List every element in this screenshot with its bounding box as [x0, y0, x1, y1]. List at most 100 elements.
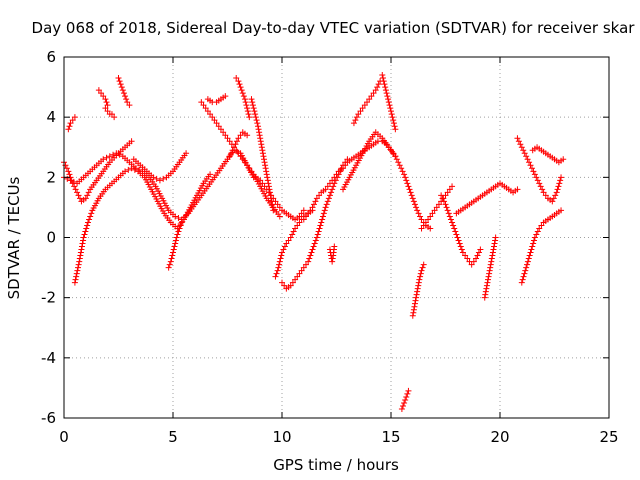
data-point	[300, 216, 307, 223]
data-point	[403, 177, 410, 184]
data-point	[329, 255, 336, 262]
data-point	[183, 150, 190, 157]
data-point	[178, 219, 185, 226]
data-point	[250, 105, 257, 112]
data-point	[85, 189, 92, 196]
data-point	[202, 105, 209, 112]
data-point	[170, 246, 177, 253]
data-point	[73, 273, 80, 280]
data-point	[311, 240, 318, 247]
data-point	[384, 93, 391, 100]
data-point	[449, 183, 456, 190]
data-point	[439, 195, 446, 202]
data-point	[417, 273, 424, 280]
data-point	[226, 153, 233, 160]
data-point	[69, 117, 76, 124]
data-point	[531, 234, 538, 241]
data-point	[445, 210, 452, 217]
data-point	[398, 405, 405, 412]
data-point	[514, 186, 521, 193]
data-point	[405, 183, 412, 190]
data-point	[244, 162, 251, 169]
data-point	[236, 81, 243, 88]
data-point	[102, 96, 109, 103]
data-point	[237, 153, 244, 160]
data-point	[521, 150, 528, 157]
data-point	[175, 214, 182, 221]
data-point	[119, 87, 126, 94]
data-point	[486, 270, 493, 277]
data-point	[383, 90, 390, 97]
data-point	[75, 192, 82, 199]
data-point	[392, 153, 399, 160]
series-arc-17	[279, 156, 351, 292]
y-axis-label: SDTVAR / TECUs	[5, 176, 23, 299]
data-point	[355, 111, 362, 118]
data-point	[103, 99, 110, 106]
data-point	[537, 183, 544, 190]
data-point	[233, 138, 240, 145]
data-point	[241, 96, 248, 103]
data-point	[294, 273, 301, 280]
data-point	[441, 198, 448, 205]
data-point	[542, 192, 549, 199]
data-point	[312, 198, 319, 205]
data-point	[74, 189, 81, 196]
data-point	[487, 261, 494, 268]
data-point	[529, 243, 536, 250]
data-point	[65, 168, 72, 175]
data-point	[289, 231, 296, 238]
data-point	[261, 183, 268, 190]
data-point	[523, 264, 530, 271]
data-point	[287, 282, 294, 289]
data-point	[528, 246, 535, 253]
data-point	[530, 168, 537, 175]
series-arc-21	[350, 78, 384, 127]
series-arc-20	[340, 129, 399, 193]
data-point	[411, 303, 418, 310]
data-point	[353, 114, 360, 121]
data-point	[272, 273, 279, 280]
data-point	[77, 249, 84, 256]
data-point	[104, 108, 111, 115]
data-point	[307, 207, 314, 214]
data-point	[488, 255, 495, 262]
data-point	[396, 162, 403, 169]
data-point	[265, 180, 272, 187]
data-point	[521, 270, 528, 277]
data-point	[253, 117, 260, 124]
data-point	[67, 120, 74, 127]
data-point	[296, 270, 303, 277]
data-point	[122, 93, 129, 100]
data-point	[71, 114, 78, 121]
data-point	[305, 210, 312, 217]
data-point	[314, 231, 321, 238]
data-point	[491, 243, 498, 250]
data-point	[240, 93, 247, 100]
data-point	[128, 165, 135, 172]
data-point	[468, 261, 475, 268]
data-point	[268, 192, 275, 199]
data-point	[402, 174, 409, 181]
x-tick-label: 5	[168, 428, 178, 446]
data-point	[401, 171, 408, 178]
series-arc-4	[65, 114, 78, 133]
axis-ticks: 0 5 10 15 20 25 -6 -4 -2 0 2 4 6	[41, 48, 619, 446]
data-point	[257, 138, 264, 145]
data-point	[72, 186, 79, 193]
data-point	[322, 204, 329, 211]
data-point	[102, 105, 109, 112]
data-point	[380, 75, 387, 82]
data-point	[411, 300, 418, 307]
data-point	[481, 294, 488, 301]
data-point	[300, 207, 307, 214]
data-point	[321, 207, 328, 214]
data-point	[519, 276, 526, 283]
data-point	[100, 156, 107, 163]
data-point	[550, 195, 557, 202]
data-point	[446, 186, 453, 193]
data-point	[427, 213, 434, 220]
data-point	[558, 207, 565, 214]
data-point	[313, 195, 320, 202]
data-point	[252, 111, 259, 118]
